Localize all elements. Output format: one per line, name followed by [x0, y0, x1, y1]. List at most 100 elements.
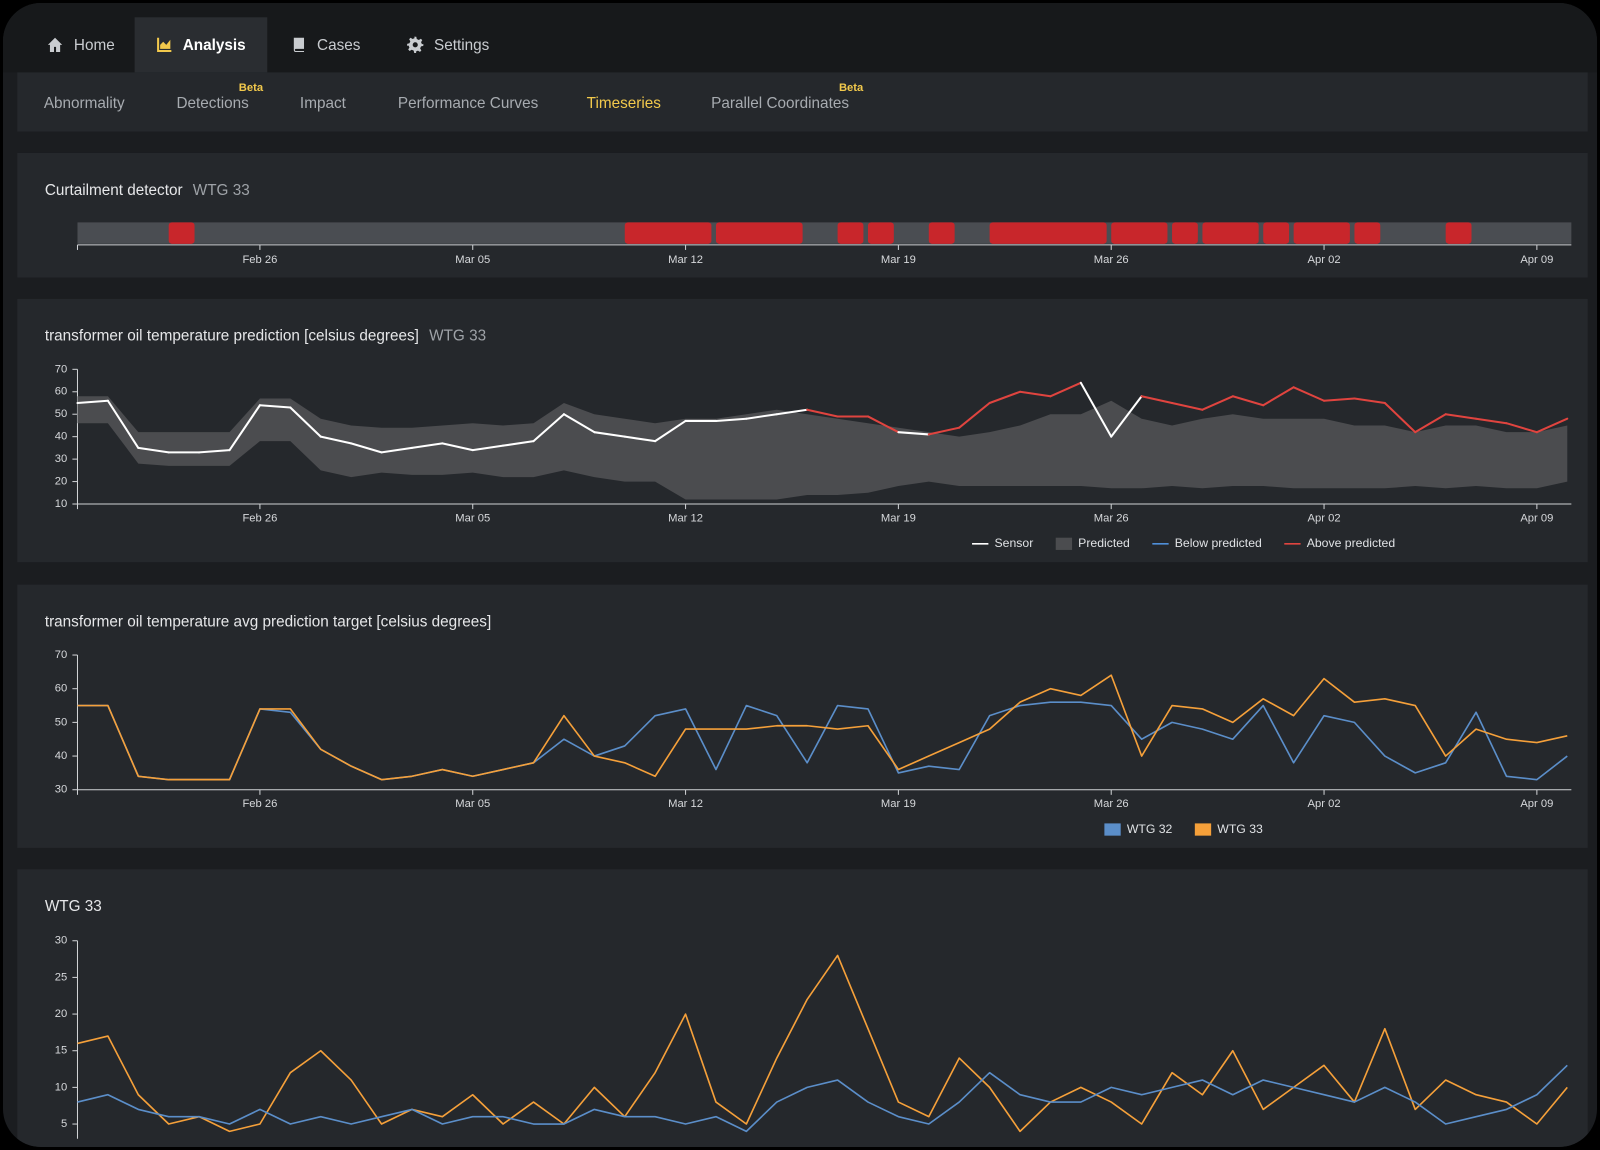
sensor-segment [1171, 401, 1204, 411]
series-line [77, 674, 1568, 781]
sensor-segment [593, 431, 626, 438]
sub-tab-label: Abnormality [43, 94, 125, 113]
y-tick-label: 10 [55, 498, 67, 510]
x-tick-label: Mar 12 [668, 798, 703, 810]
x-tick-label: Apr 09 [1520, 798, 1553, 810]
sub-tab[interactable]: Timeseries [587, 95, 661, 112]
x-tick-label: Feb 26 [242, 254, 277, 266]
sensor-segment [1383, 401, 1417, 434]
x-tick-label: Mar 19 [881, 798, 916, 810]
legend: WTG 32 WTG 33 [1104, 822, 1263, 836]
x-tick-label: Mar 26 [1094, 798, 1129, 810]
y-tick-label: 70 [55, 649, 67, 661]
prediction-band [77, 396, 1568, 500]
curtailment-interval [168, 222, 195, 244]
sensor-segment [988, 390, 1022, 405]
sub-tab-label: Parallel Coordinates [711, 94, 849, 113]
nav-tab[interactable]: Cases [267, 17, 383, 72]
sensor-segment [106, 399, 140, 449]
y-tick-label: 20 [55, 1008, 67, 1020]
legend-label: Below predicted [1175, 536, 1262, 550]
y-tick-label: 30 [55, 453, 67, 465]
sensor-segment [1049, 381, 1082, 398]
sensor-segment [1353, 397, 1386, 405]
x-tick-label: Mar 12 [668, 512, 703, 524]
sensor-segment [927, 426, 961, 436]
sub-tab[interactable]: Parallel Coordinates Beta [711, 82, 863, 113]
chart-icon [157, 37, 172, 52]
sensor-segment [897, 431, 930, 436]
app-content: Home Analysis Cases Settings Abnormality… [3, 3, 1597, 1147]
sensor-segment [532, 413, 565, 443]
sub-tab[interactable]: Abnormality [44, 95, 125, 112]
sensor-segment [1079, 381, 1113, 438]
book-icon [293, 37, 304, 52]
x-tick-label: Mar 05 [455, 798, 490, 810]
sensor-segment [289, 406, 322, 438]
x-tick-label: Mar 05 [455, 254, 490, 266]
nav-tab[interactable]: Home [27, 17, 134, 72]
timeline-track [77, 222, 1572, 244]
sensor-segment [866, 415, 900, 434]
sub-nav: Abnormality Detections Beta Impact Perfor… [17, 72, 1588, 132]
sensor-segment [1018, 390, 1052, 398]
y-tick-label: 50 [55, 408, 67, 420]
sub-tab[interactable]: Impact [300, 95, 346, 112]
y-tick-label: 60 [55, 683, 67, 695]
nav-tab[interactable]: Analysis [134, 17, 268, 73]
sub-tab[interactable]: Detections Beta [176, 82, 263, 113]
nav-tab-label: Cases [317, 36, 361, 54]
sensor-segment [1140, 395, 1174, 405]
sensor-segment [258, 404, 292, 409]
curtailment-interval [624, 222, 712, 244]
sensor-segment [1323, 397, 1356, 402]
y-tick-label: 60 [55, 386, 67, 398]
sensor-segment [1535, 417, 1569, 434]
x-tick-label: Mar 26 [1094, 512, 1129, 524]
sensor-segment [654, 419, 687, 443]
y-tick-label: 40 [55, 431, 67, 443]
sub-tab-label: Performance Curves [397, 94, 539, 113]
y-tick-label: 15 [55, 1045, 67, 1057]
series-line [77, 954, 1568, 1133]
sub-tab-label: Timeseries [586, 94, 661, 113]
charts: Curtailment detector WTG 33 Feb 26 Mar 05 Ma… [45, 182, 1572, 1139]
curtailment-interval [1354, 222, 1381, 244]
y-tick-label: 70 [55, 363, 67, 375]
curtailment-interval [1445, 222, 1472, 244]
sensor-segment [623, 435, 657, 443]
nav-tab-label: Settings [434, 36, 490, 54]
panel-title: transformer oil temperature prediction [… [45, 328, 419, 345]
series-line [77, 701, 1568, 781]
sensor-segment [350, 442, 383, 454]
sensor-segment [1231, 395, 1265, 407]
beta-badge: Beta [838, 81, 864, 94]
legend-swatch [1104, 823, 1121, 836]
x-tick-label: Mar 19 [881, 254, 916, 266]
y-tick-label: 50 [55, 716, 67, 728]
nav-tab[interactable]: Settings [384, 17, 514, 72]
x-tick-label: Apr 02 [1308, 798, 1341, 810]
legend-swatch [1055, 537, 1073, 550]
sensor-segment [441, 442, 474, 452]
sensor-segment [775, 408, 809, 416]
x-tick-label: Mar 19 [881, 512, 916, 524]
sensor-segment [471, 444, 505, 452]
legend-label: Above predicted [1307, 536, 1396, 550]
sensor-segment [319, 435, 353, 445]
sub-tab[interactable]: Performance Curves [398, 95, 538, 112]
legend: Sensor Predicted Below predicted Above pred… [972, 536, 1395, 550]
x-tick-label: Apr 09 [1520, 512, 1553, 524]
sensor-segment [745, 413, 778, 420]
sensor-segment [562, 413, 596, 434]
x-tick-label: Feb 26 [242, 512, 277, 524]
curtailment-interval [1202, 222, 1259, 244]
home-icon [48, 37, 63, 52]
legend-label: Predicted [1078, 536, 1130, 550]
x-tick-label: Mar 26 [1094, 254, 1129, 266]
legend-label: Sensor [995, 536, 1034, 550]
sensor-segment [714, 417, 748, 422]
sensor-segment [1505, 422, 1538, 434]
sensor-segment [1262, 386, 1295, 407]
